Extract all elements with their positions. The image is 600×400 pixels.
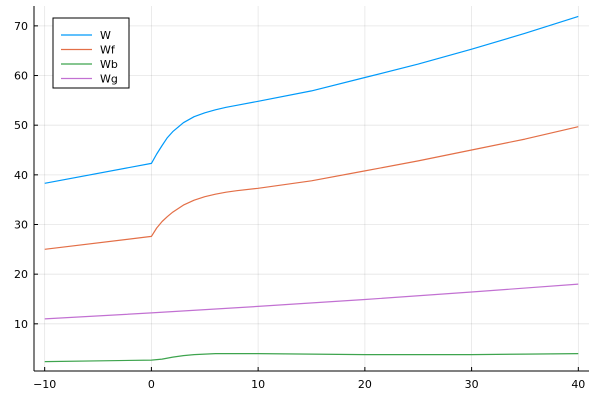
x-tick-label: 40 bbox=[571, 378, 585, 391]
x-tick-labels: −10 0 10 20 30 40 bbox=[33, 378, 585, 391]
legend-label-wf: Wf bbox=[100, 44, 116, 57]
legend-label-w: W bbox=[100, 29, 111, 42]
legend-box bbox=[52, 17, 130, 89]
axes bbox=[33, 6, 589, 372]
x-tick-label: −10 bbox=[33, 378, 56, 391]
x-tick-label: 20 bbox=[358, 378, 372, 391]
series-line-wf bbox=[44, 126, 579, 250]
y-tick-label: 20 bbox=[14, 268, 28, 281]
y-tick-label: 70 bbox=[14, 20, 28, 33]
y-tick-label: 10 bbox=[14, 318, 28, 331]
legend-label-wb: Wb bbox=[100, 58, 118, 71]
legend-label-wg: Wg bbox=[100, 73, 118, 86]
series-line-wb bbox=[44, 353, 579, 363]
x-tick-label: 0 bbox=[148, 378, 155, 391]
series-lines bbox=[44, 15, 579, 363]
series-line-w bbox=[44, 15, 579, 184]
series-line-wg bbox=[44, 283, 579, 320]
y-tick-labels: 10 20 30 40 50 60 70 bbox=[14, 20, 28, 331]
y-tick-label: 30 bbox=[14, 219, 28, 232]
y-tick-label: 60 bbox=[14, 70, 28, 83]
y-tick-label: 40 bbox=[14, 169, 28, 182]
x-tick-label: 10 bbox=[251, 378, 265, 391]
y-tick-label: 50 bbox=[14, 119, 28, 132]
x-tick-label: 30 bbox=[465, 378, 479, 391]
